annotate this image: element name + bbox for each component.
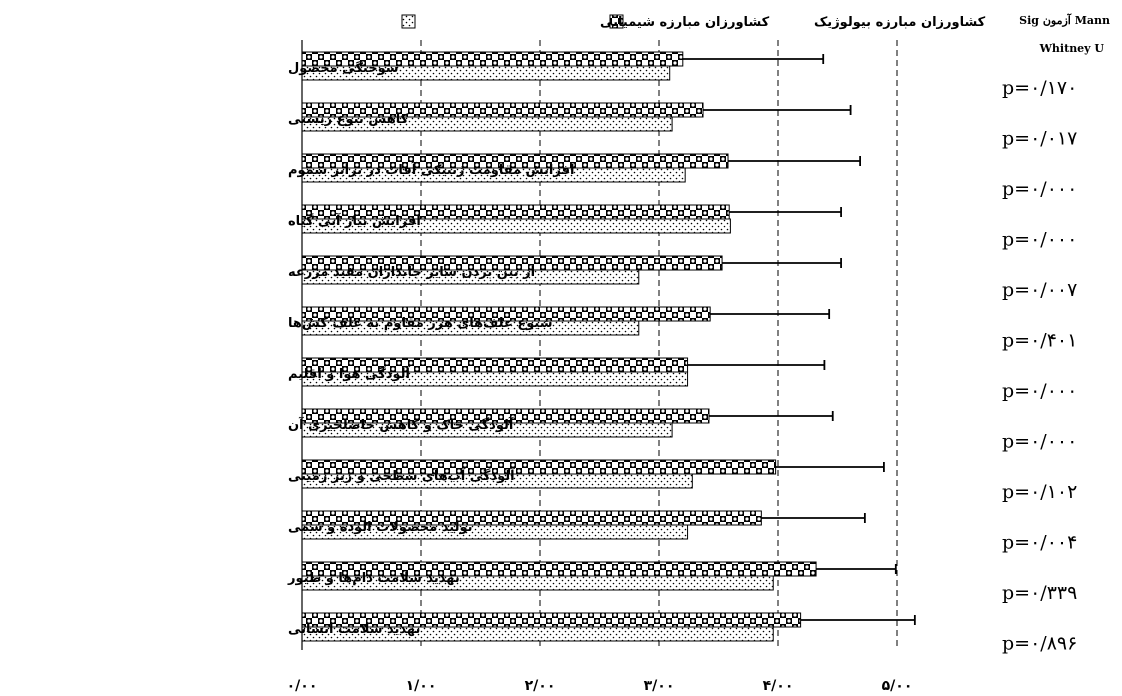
p-values: p=۰/۱۷۰ p=۰/۰۱۷ p=۰/۰۰۰ p=۰/۰۰۰ p=۰/۰۰۷ p=۰/۴… <box>1002 77 1077 655</box>
category-label-0: سوختگی محصول <box>288 60 399 76</box>
category-label-6: آلودگی هوا و اقلیم <box>288 365 410 382</box>
p-value-3: p=۰/۰۰۰ <box>1002 229 1077 251</box>
bars <box>302 52 816 641</box>
x-tick-label-4: ۴/۰۰ <box>763 678 794 694</box>
x-tick-label-0: ۰/۰۰ <box>287 678 318 694</box>
legend-label-chemical: کشاورزان مبارزه شیمیایی <box>600 15 770 30</box>
stats-header-line1: Sig آزمون Mann <box>1019 13 1110 27</box>
legend-label-biological: کشاورزان مبارزه بیولوژیک <box>814 15 986 30</box>
category-label-1: کاهش تنوع زیستی <box>288 112 409 127</box>
p-value-11: p=۰/۸۹۶ <box>1002 633 1077 655</box>
p-value-1: p=۰/۰۱۷ <box>1002 128 1077 150</box>
category-label-5: شیوع علف‌های هرز مقاوم به علف کش‌ها <box>288 316 553 331</box>
legend: کشاورزان مبارزه بیولوژیک کشاورزان مبارزه… <box>402 15 986 30</box>
p-value-8: p=۰/۱۰۲ <box>1002 481 1077 503</box>
p-value-2: p=۰/۰۰۰ <box>1002 178 1077 200</box>
p-value-9: p=۰/۰۰۴ <box>1002 532 1077 554</box>
p-value-5: p=۰/۴۰۱ <box>1002 330 1077 352</box>
category-label-2: افزایش مقاومت ژنتیکی آفات در برابر سموم <box>288 161 574 178</box>
legend-swatch-chemical <box>402 15 415 28</box>
x-tick-label-2: ۲/۰۰ <box>525 678 556 694</box>
category-label-3: افزایش نیاز آبی گیاه <box>288 212 421 229</box>
stats-header-line2: Whitney U <box>1039 42 1105 55</box>
category-label-8: آلودگی آب‌های سطحی و زیر زمینی <box>288 467 515 484</box>
stats-header: Sig آزمون Mann Whitney U <box>1019 13 1110 55</box>
p-value-6: p=۰/۰۰۰ <box>1002 380 1077 402</box>
category-label-11: تهدید سلامت انسانی <box>288 622 420 637</box>
category-label-9: تولید محصولات الوده و سمی <box>288 520 473 535</box>
p-value-4: p=۰/۰۰۷ <box>1002 279 1077 301</box>
category-label-7: آلودگی خاک و کاهش حاصلخیزی آن <box>288 416 514 433</box>
error-bars <box>683 54 915 625</box>
x-tick-label-1: ۱/۰۰ <box>406 678 437 694</box>
p-value-7: p=۰/۰۰۰ <box>1002 431 1077 453</box>
x-tick-label-5: ۵/۰۰ <box>882 678 913 694</box>
p-value-0: p=۰/۱۷۰ <box>1002 77 1077 99</box>
x-tick-labels: ۰/۰۰ ۱/۰۰ ۲/۰۰ ۳/۰۰ ۴/۰۰ ۵/۰۰ <box>287 678 913 694</box>
category-labels: سوختگی محصول کاهش تنوع زیستی افزایش مقاومت… <box>287 60 574 637</box>
category-label-10: تهدید سلامت دام‌ها و طیور <box>287 571 460 586</box>
x-tick-label-3: ۳/۰۰ <box>644 678 675 694</box>
category-label-4: از بین بردن سایر جانداران مفید مزرعه <box>288 265 535 280</box>
p-value-10: p=۰/۳۳۹ <box>1002 582 1077 604</box>
